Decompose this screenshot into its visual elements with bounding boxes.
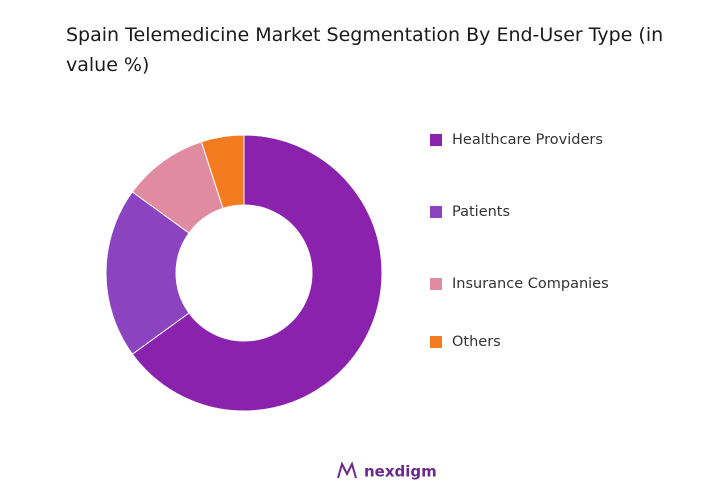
chart-title: Spain Telemedicine Market Segmentation B… xyxy=(66,24,664,76)
legend-label: Others xyxy=(452,334,501,350)
legend-label: Patients xyxy=(452,204,510,220)
legend-swatch xyxy=(430,134,442,146)
donut-slice xyxy=(131,134,383,412)
donut-slice xyxy=(105,191,190,355)
legend-swatch xyxy=(430,206,442,218)
logo-icon xyxy=(337,461,357,479)
legend-swatch xyxy=(430,336,442,348)
legend-label: Healthcare Providers xyxy=(452,132,603,148)
donut-slice xyxy=(200,134,245,209)
legend-swatch xyxy=(430,278,442,290)
legend-label: Insurance Companies xyxy=(452,276,609,292)
logo-text: nexdigm xyxy=(364,463,437,481)
